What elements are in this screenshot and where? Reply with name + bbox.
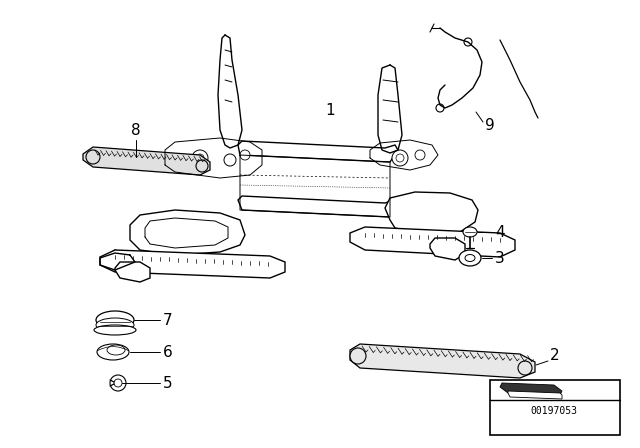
Text: 1: 1 [325, 103, 335, 117]
Text: 3: 3 [495, 250, 505, 266]
Ellipse shape [465, 254, 475, 262]
Text: 4: 4 [495, 224, 504, 240]
Polygon shape [350, 227, 515, 257]
Bar [490, 380, 620, 435]
Circle shape [518, 361, 532, 375]
Ellipse shape [97, 344, 129, 360]
Polygon shape [238, 196, 398, 217]
Circle shape [86, 150, 100, 164]
Circle shape [192, 150, 208, 166]
Text: 6: 6 [163, 345, 173, 359]
Circle shape [196, 160, 208, 172]
Polygon shape [430, 238, 465, 260]
Polygon shape [112, 250, 165, 268]
Polygon shape [500, 383, 562, 395]
Circle shape [110, 375, 126, 391]
Polygon shape [238, 141, 398, 162]
Ellipse shape [459, 250, 481, 266]
Ellipse shape [96, 318, 134, 332]
Circle shape [224, 154, 236, 166]
Circle shape [114, 379, 122, 387]
Circle shape [392, 150, 408, 166]
Polygon shape [388, 235, 462, 250]
Text: 00197053: 00197053 [531, 406, 577, 416]
Ellipse shape [107, 345, 125, 355]
Circle shape [196, 154, 204, 162]
Polygon shape [83, 147, 210, 175]
Ellipse shape [96, 311, 134, 329]
Text: 2: 2 [550, 348, 560, 362]
Circle shape [396, 154, 404, 162]
Ellipse shape [94, 325, 136, 335]
Polygon shape [385, 192, 478, 235]
Text: 8: 8 [131, 122, 141, 138]
Text: 5: 5 [163, 375, 173, 391]
Circle shape [415, 150, 425, 160]
Text: 9: 9 [485, 117, 495, 133]
Circle shape [350, 348, 366, 364]
Text: 7: 7 [163, 313, 173, 327]
Circle shape [436, 104, 444, 112]
Circle shape [240, 150, 250, 160]
Polygon shape [130, 210, 245, 255]
Circle shape [464, 38, 472, 46]
Ellipse shape [463, 227, 477, 237]
Polygon shape [508, 391, 562, 399]
Polygon shape [115, 262, 150, 282]
Polygon shape [100, 250, 285, 278]
Polygon shape [350, 344, 535, 378]
